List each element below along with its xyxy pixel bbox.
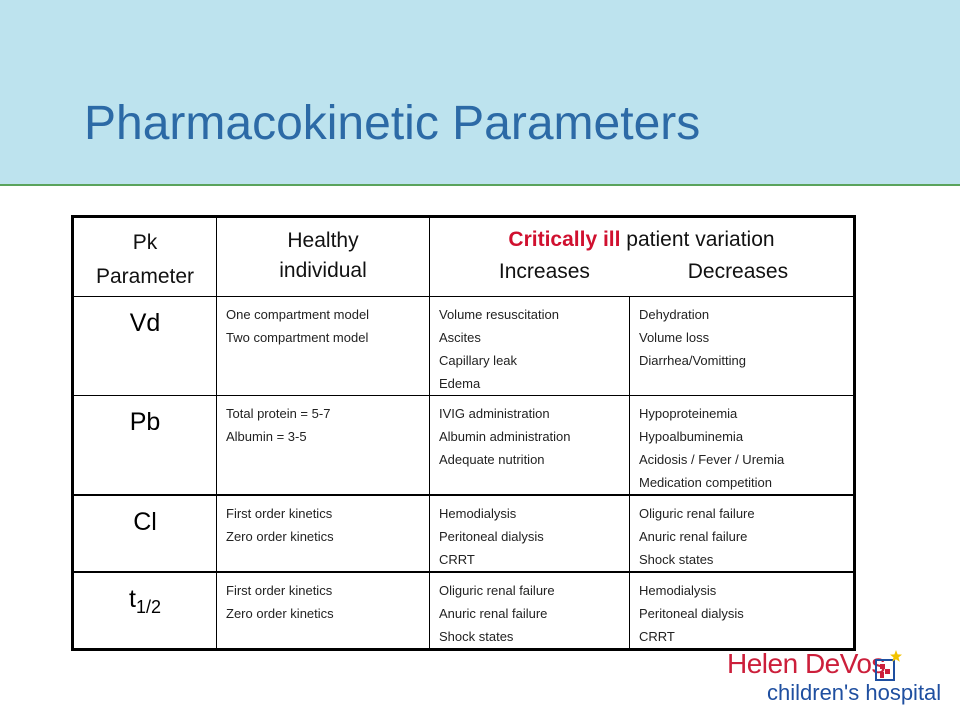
list-item: Anuric renal failure bbox=[439, 606, 548, 621]
list-item: Oliguric renal failure bbox=[439, 583, 555, 598]
param-pb: Pb bbox=[129, 408, 161, 436]
increases-cell: Oliguric renal failure Anuric renal fail… bbox=[429, 571, 630, 650]
param-half-life: t1/2 bbox=[74, 573, 216, 618]
header-critical-emphasis: Critically ill bbox=[508, 228, 621, 251]
decreases-cell: Dehydration Volume loss Diarrhea/Vomitti… bbox=[629, 296, 855, 396]
table-row-half-life: t1/2 First order kinetics Zero order kin… bbox=[72, 571, 855, 650]
healthy-cell: Total protein = 5-7 Albumin = 3-5 bbox=[216, 395, 430, 496]
table-row-cl: Cl First order kinetics Zero order kinet… bbox=[72, 494, 855, 573]
param-cell: t1/2 bbox=[72, 571, 217, 650]
header-pk-line2: Parameter bbox=[95, 265, 195, 288]
list-item: Albumin = 3-5 bbox=[226, 429, 307, 444]
increases-cell: Hemodialysis Peritoneal dialysis CRRT bbox=[429, 494, 630, 573]
decreases-cell: Oliguric renal failure Anuric renal fail… bbox=[629, 494, 855, 573]
list-item: Volume loss bbox=[639, 330, 710, 345]
list-item: Two compartment model bbox=[226, 330, 369, 345]
decreases-cell: Hypoproteinemia Hypoalbuminemia Acidosis… bbox=[629, 395, 855, 496]
list-item: IVIG administration bbox=[439, 406, 550, 421]
list-item: Acidosis / Fever / Uremia bbox=[639, 452, 785, 467]
header-critical-line: Critically ill patient variation bbox=[430, 224, 853, 256]
header-healthy-individual: Healthy individual bbox=[216, 216, 430, 297]
healthy-cell: First order kinetics Zero order kinetics bbox=[216, 494, 430, 573]
header-increase-decrease: Increases Decreases bbox=[430, 256, 853, 288]
list-item: Albumin administration bbox=[439, 429, 571, 444]
list-item: Adequate nutrition bbox=[439, 452, 545, 467]
list-item: Shock states bbox=[439, 629, 514, 644]
list-item: Diarrhea/Vomitting bbox=[639, 353, 746, 368]
pk-parameters-table: Pk Parameter Healthy individual Critical… bbox=[71, 215, 856, 651]
list-item: CRRT bbox=[639, 629, 675, 644]
header-critical-variation: Critically ill patient variation Increas… bbox=[429, 216, 855, 297]
hospital-logo: Helen DeVos children's hospital bbox=[727, 646, 941, 710]
decreases-cell: Hemodialysis Peritoneal dialysis CRRT bbox=[629, 571, 855, 650]
list-item: Capillary leak bbox=[439, 353, 518, 368]
param-cell: Vd bbox=[72, 296, 217, 396]
list-item: Shock states bbox=[639, 552, 714, 567]
healthy-cell: First order kinetics Zero order kinetics bbox=[216, 571, 430, 650]
param-cell: Cl bbox=[72, 494, 217, 573]
header-pk-line1: Pk bbox=[132, 231, 158, 254]
list-item: Zero order kinetics bbox=[226, 606, 334, 621]
title-band bbox=[0, 0, 960, 186]
header-pk-parameter: Pk Parameter bbox=[72, 216, 217, 297]
list-item: Oliguric renal failure bbox=[639, 506, 755, 521]
list-item: One compartment model bbox=[226, 307, 370, 322]
logo-name: Helen DeVos bbox=[727, 648, 885, 679]
list-item: Hemodialysis bbox=[639, 583, 717, 598]
increases-cell: IVIG administration Albumin administrati… bbox=[429, 395, 630, 496]
header-increases: Increases bbox=[498, 260, 590, 283]
list-item: Peritoneal dialysis bbox=[439, 529, 544, 544]
table-row-vd: Vd One compartment model Two compartment… bbox=[72, 296, 855, 396]
list-item: Anuric renal failure bbox=[639, 529, 748, 544]
header-row: Pk Parameter Healthy individual Critical… bbox=[72, 216, 855, 297]
logo-subtitle: children's hospital bbox=[767, 680, 942, 705]
header-healthy-line2: individual bbox=[279, 259, 367, 282]
table-row-pb: Pb Total protein = 5-7 Albumin = 3-5 IVI… bbox=[72, 395, 855, 496]
list-item: Edema bbox=[439, 376, 481, 391]
list-item: Medication competition bbox=[639, 475, 772, 490]
list-item: CRRT bbox=[439, 552, 475, 567]
increases-cell: Volume resuscitation Ascites Capillary l… bbox=[429, 296, 630, 396]
list-item: Hypoalbuminemia bbox=[639, 429, 744, 444]
list-item: Ascites bbox=[439, 330, 481, 345]
list-item: Total protein = 5-7 bbox=[226, 406, 331, 421]
list-item: First order kinetics bbox=[226, 506, 333, 521]
header-decreases: Decreases bbox=[687, 260, 789, 283]
list-item: Hypoproteinemia bbox=[639, 406, 738, 421]
list-item: Peritoneal dialysis bbox=[639, 606, 744, 621]
hospital-building-icon bbox=[875, 650, 902, 681]
param-vd: Vd bbox=[129, 309, 161, 337]
param-half-life-sub: 1/2 bbox=[135, 597, 161, 617]
list-item: Zero order kinetics bbox=[226, 529, 334, 544]
list-item: Hemodialysis bbox=[439, 506, 517, 521]
list-item: Volume resuscitation bbox=[439, 307, 559, 322]
slide-title: Pharmacokinetic Parameters bbox=[84, 97, 701, 150]
healthy-cell: One compartment model Two compartment mo… bbox=[216, 296, 430, 396]
param-cl: Cl bbox=[133, 508, 157, 536]
header-healthy-line1: Healthy bbox=[287, 229, 359, 252]
list-item: First order kinetics bbox=[226, 583, 333, 598]
list-item: Dehydration bbox=[639, 307, 710, 322]
header-critical-rest: patient variation bbox=[620, 228, 775, 251]
param-cell: Pb bbox=[72, 395, 217, 496]
param-half-life-base: t bbox=[129, 585, 136, 613]
